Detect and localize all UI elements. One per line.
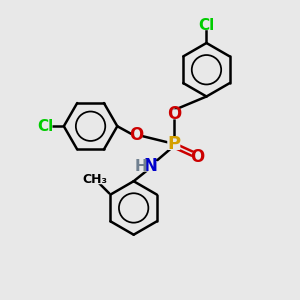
- Text: CH₃: CH₃: [82, 172, 107, 186]
- FancyBboxPatch shape: [199, 20, 214, 30]
- Text: O: O: [190, 148, 205, 166]
- FancyBboxPatch shape: [167, 138, 180, 150]
- Text: O: O: [167, 105, 181, 123]
- Text: Cl: Cl: [198, 18, 214, 33]
- Text: O: O: [130, 126, 144, 144]
- FancyBboxPatch shape: [87, 174, 103, 184]
- FancyBboxPatch shape: [168, 109, 179, 119]
- FancyBboxPatch shape: [192, 152, 203, 163]
- FancyBboxPatch shape: [38, 121, 52, 131]
- Text: N: N: [144, 157, 158, 175]
- FancyBboxPatch shape: [139, 161, 158, 172]
- Text: H: H: [135, 159, 148, 174]
- Text: Cl: Cl: [37, 119, 53, 134]
- FancyBboxPatch shape: [131, 130, 142, 140]
- Text: P: P: [167, 135, 180, 153]
